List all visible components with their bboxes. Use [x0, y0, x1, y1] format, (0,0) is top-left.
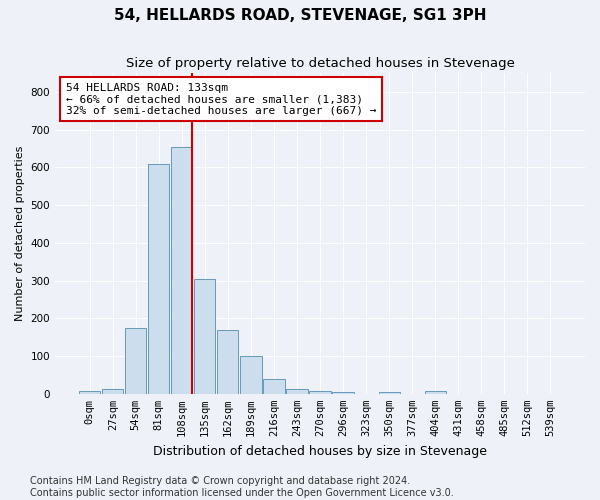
Bar	[194, 278, 215, 394]
Bar	[286, 388, 308, 394]
Bar	[425, 391, 446, 394]
Bar	[79, 391, 100, 394]
Bar	[310, 391, 331, 394]
Title: Size of property relative to detached houses in Stevenage: Size of property relative to detached ho…	[125, 58, 514, 70]
Bar	[332, 392, 353, 394]
Text: Contains HM Land Registry data © Crown copyright and database right 2024.
Contai: Contains HM Land Registry data © Crown c…	[30, 476, 454, 498]
Y-axis label: Number of detached properties: Number of detached properties	[15, 146, 25, 321]
Bar	[102, 388, 124, 394]
Text: 54, HELLARDS ROAD, STEVENAGE, SG1 3PH: 54, HELLARDS ROAD, STEVENAGE, SG1 3PH	[114, 8, 486, 22]
Bar	[148, 164, 169, 394]
Bar	[171, 146, 193, 394]
Bar	[379, 392, 400, 394]
Text: 54 HELLARDS ROAD: 133sqm
← 66% of detached houses are smaller (1,383)
32% of sem: 54 HELLARDS ROAD: 133sqm ← 66% of detach…	[65, 82, 376, 116]
Bar	[241, 356, 262, 394]
X-axis label: Distribution of detached houses by size in Stevenage: Distribution of detached houses by size …	[153, 444, 487, 458]
Bar	[125, 328, 146, 394]
Bar	[263, 378, 284, 394]
Bar	[217, 330, 238, 394]
